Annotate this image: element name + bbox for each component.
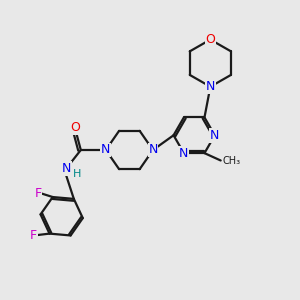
Text: N: N bbox=[101, 143, 110, 157]
Text: O: O bbox=[70, 122, 80, 134]
Text: N: N bbox=[148, 143, 158, 157]
Text: H: H bbox=[73, 169, 81, 178]
Text: F: F bbox=[34, 187, 41, 200]
Text: N: N bbox=[179, 147, 188, 160]
Text: O: O bbox=[206, 33, 215, 46]
Text: F: F bbox=[30, 229, 37, 242]
Text: N: N bbox=[206, 80, 215, 93]
Text: CH₃: CH₃ bbox=[222, 156, 240, 166]
Text: N: N bbox=[210, 129, 220, 142]
Text: N: N bbox=[61, 162, 71, 175]
